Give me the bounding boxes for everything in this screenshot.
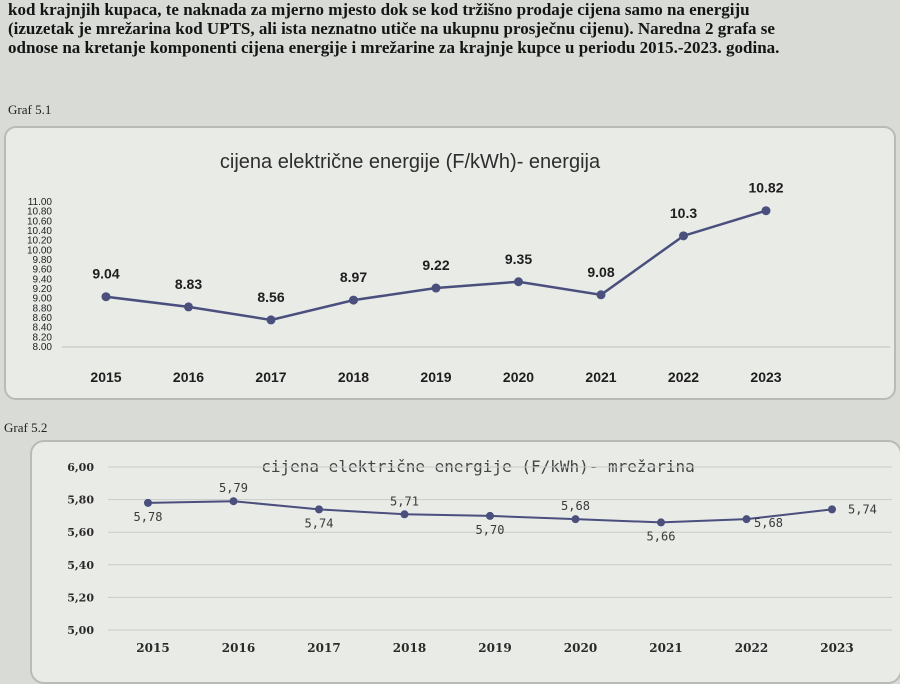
y-tick-label: 10.40 [27, 226, 52, 237]
intro-text: kod krajnjih kupaca, te naknada za mjern… [8, 0, 898, 57]
y-tick-label: 10.60 [27, 216, 52, 227]
x-tick-label: 2020 [564, 641, 597, 655]
data-label: 10.82 [748, 180, 783, 196]
x-tick-label: 2021 [585, 369, 616, 385]
y-tick-label: 9.60 [33, 265, 53, 276]
x-tick-label: 2020 [503, 369, 534, 385]
x-tick-label: 2016 [173, 369, 204, 385]
y-tick-label: 10.80 [27, 207, 52, 218]
chart-mrezarina-x-ticks: 2015 2016 2017 2018 2019 2020 2021 2022 2023 [136, 641, 853, 655]
data-label: 9.04 [92, 266, 119, 282]
chart-mrezarina-box [30, 440, 900, 684]
data-label: 9.08 [587, 264, 614, 280]
data-label: 5,68 [561, 499, 590, 513]
chart-energija-points [101, 206, 771, 325]
y-tick-label: 9.40 [33, 274, 53, 285]
x-tick-label: 2018 [338, 369, 369, 385]
data-label: 5,70 [476, 523, 505, 537]
data-label: 5,78 [134, 510, 163, 524]
intro-line-3: odnose na kretanje komponenti cijena ene… [8, 38, 780, 57]
chart-mrezarina-data-labels: 5,78 5,79 5,74 5,71 5,70 5,68 5,66 5,68 5,74 [134, 481, 877, 543]
y-tick-label: 5,60 [67, 526, 94, 539]
x-tick-label: 2017 [255, 369, 286, 385]
chart-mrezarina-points [144, 497, 836, 527]
x-tick-label: 2022 [735, 641, 768, 655]
data-label: 5,71 [390, 494, 419, 508]
y-tick-label: 5,80 [67, 494, 94, 507]
chart-mrezarina-y-ticks: 5,00 5,20 5,40 5,60 5,80 6,00 [67, 461, 94, 637]
x-tick-label: 2015 [90, 369, 121, 385]
graf-5-2-label: Graf 5.2 [4, 420, 48, 435]
chart-energija-title: cijena električne energije (F/kWh)- ener… [220, 151, 601, 173]
data-point [486, 511, 494, 520]
data-point [101, 292, 111, 302]
data-point [349, 295, 358, 305]
x-tick-label: 2016 [222, 641, 255, 655]
graf-5-1-label: Graf 5.1 [8, 102, 52, 117]
chart-energija: cijena električne energije (F/kWh)- ener… [27, 151, 890, 385]
x-tick-label: 2022 [668, 369, 699, 385]
data-point [431, 283, 441, 293]
data-label: 5,66 [647, 529, 676, 543]
intro-line-2: (izuzetak je mrežarina kod UPTS, ali ist… [8, 19, 775, 38]
chart-energija-box [4, 126, 896, 400]
y-tick-label: 9.80 [33, 255, 53, 266]
y-tick-label: 9.00 [33, 294, 53, 305]
y-tick-label: 5,20 [67, 591, 94, 604]
chart-mrezarina-gridlines [108, 466, 892, 631]
y-tick-label: 9.20 [33, 284, 53, 295]
data-point [229, 497, 238, 506]
x-tick-label: 2019 [420, 369, 451, 385]
y-tick-label: 5,00 [67, 624, 94, 637]
data-point [742, 515, 751, 524]
data-point [144, 498, 152, 507]
data-label: 9.35 [505, 251, 532, 267]
chart-energija-y-ticks: 8.008.208.408.608.809.009.209.409.609.80… [27, 197, 52, 353]
y-tick-label: 8.60 [33, 313, 53, 324]
y-tick-label: 8.80 [33, 303, 53, 314]
y-tick-label: 11.00 [28, 197, 53, 208]
x-tick-label: 2015 [136, 641, 169, 655]
chart-energija-x-ticks: 2015 2016 2017 2018 2019 2020 2021 2022 2023 [90, 369, 781, 385]
data-point [315, 505, 323, 514]
y-tick-label: 8.00 [33, 342, 53, 353]
data-point [679, 231, 688, 241]
data-label: 5,74 [305, 516, 334, 530]
data-point [657, 518, 665, 527]
data-point [761, 206, 771, 216]
y-tick-label: 10.00 [27, 245, 52, 256]
data-label: 10.3 [670, 205, 697, 221]
data-label: 5,68 [754, 516, 783, 530]
data-point [571, 515, 580, 524]
data-point [514, 277, 523, 287]
data-point [596, 290, 606, 300]
x-tick-label: 2023 [820, 641, 853, 655]
y-tick-label: 8.20 [33, 332, 53, 343]
data-point [828, 505, 836, 514]
y-tick-label: 6,00 [67, 461, 94, 474]
data-point [400, 510, 409, 519]
intro-line-1: kod krajnjih kupaca, te naknada za mjern… [8, 0, 750, 19]
data-label: 5,74 [848, 502, 877, 516]
data-point [184, 302, 193, 312]
x-tick-label: 2021 [649, 641, 682, 655]
data-label: 8.83 [175, 276, 202, 292]
chart-energija-data-labels: 9.04 8.83 8.56 8.97 9.22 9.35 9.08 10.3 10.82 [92, 180, 783, 305]
x-tick-label: 2019 [478, 641, 511, 655]
y-tick-label: 5,40 [67, 559, 94, 572]
x-tick-label: 2017 [307, 641, 340, 655]
data-point [266, 315, 276, 325]
x-tick-label: 2018 [393, 641, 426, 655]
data-label: 8.97 [340, 269, 367, 285]
data-label: 9.22 [422, 257, 449, 273]
y-tick-label: 8.40 [33, 323, 53, 334]
data-label: 5,79 [219, 481, 248, 495]
x-tick-label: 2023 [750, 369, 781, 385]
chart-mrezarina: cijena električne energije (F/kWh)- mrež… [67, 457, 892, 655]
y-tick-label: 10.20 [27, 236, 52, 247]
data-label: 8.56 [257, 289, 284, 305]
